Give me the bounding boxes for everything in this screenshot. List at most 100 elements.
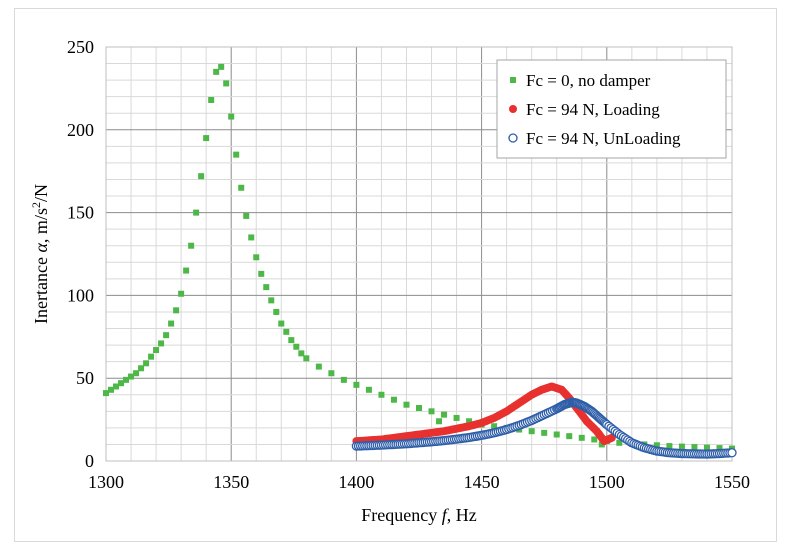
data-point [153, 347, 160, 354]
data-point [273, 308, 280, 315]
data-point [173, 307, 180, 314]
data-point [491, 423, 498, 430]
data-point [436, 418, 443, 425]
data-point [616, 439, 623, 446]
data-point [315, 363, 322, 370]
tick-labels: 1300 1350 1400 1450 1500 1550 0 50 100 150 200 250 [67, 37, 750, 492]
data-point [328, 370, 335, 377]
data-point [158, 340, 165, 347]
data-point [138, 365, 145, 372]
data-point [466, 418, 473, 425]
data-point [208, 96, 215, 103]
plot-border [105, 46, 733, 462]
legend-label: Fc = 94 N, UnLoading [526, 129, 681, 148]
x-axis-label: Frequency f, Hz [361, 505, 477, 525]
x-tick-label: 1400 [338, 472, 374, 492]
data-point [691, 444, 698, 451]
data-point [703, 444, 710, 451]
data-point [298, 350, 305, 357]
data-marks [103, 63, 737, 459]
data-point [203, 135, 210, 142]
data-point [118, 380, 125, 387]
legend-label: Fc = 0, no damper [526, 71, 651, 90]
y-tick-label: 150 [67, 203, 94, 223]
legend-marker [510, 77, 516, 83]
data-point [541, 429, 548, 436]
data-point [591, 436, 598, 443]
data-point [441, 411, 448, 418]
y-tick-label: 0 [85, 451, 94, 471]
x-tick-label: 1350 [213, 472, 249, 492]
data-point [253, 254, 260, 261]
data-point [378, 391, 385, 398]
data-point [128, 373, 135, 380]
data-point [243, 212, 250, 219]
data-point [193, 209, 200, 216]
inertance-chart: 1300 1350 1400 1450 1500 1550050100150200250 … [29, 37, 750, 525]
data-point [148, 353, 155, 360]
data-point [268, 297, 275, 304]
data-point [133, 370, 140, 377]
y-tick-label: 50 [76, 368, 94, 388]
data-point [103, 390, 109, 397]
data-point [353, 381, 360, 388]
data-point [303, 355, 310, 362]
data-point [365, 386, 372, 393]
y-tick-label: 250 [67, 37, 94, 57]
legend-marker [508, 133, 518, 143]
data-point [123, 376, 130, 383]
data-point [653, 442, 660, 449]
data-point [263, 284, 270, 291]
x-tick-label: 1500 [589, 472, 625, 492]
data-point [340, 376, 347, 383]
data-point [293, 343, 300, 350]
legend-box [496, 59, 727, 159]
data-point [727, 448, 737, 458]
data-point [716, 445, 723, 452]
data-point [390, 396, 397, 403]
data-point [178, 290, 185, 297]
x-tick-label: 1550 [714, 472, 750, 492]
data-point [528, 428, 535, 435]
data-point [213, 68, 220, 75]
data-point [666, 443, 673, 450]
data-point [188, 242, 195, 249]
data-point [238, 184, 245, 191]
data-point [108, 386, 115, 393]
data-point [288, 337, 295, 344]
data-point [553, 431, 560, 438]
y-axis-label: Inertance α, m/s2/N [29, 184, 51, 324]
data-point [168, 320, 175, 327]
data-point [416, 405, 422, 412]
data-point [228, 113, 235, 120]
data-point [403, 401, 410, 408]
y-tick-label: 100 [67, 285, 94, 305]
data-point [233, 151, 240, 158]
x-tick-label: 1450 [464, 472, 500, 492]
data-point [566, 433, 573, 440]
data-point [258, 270, 265, 277]
data-point [198, 173, 205, 180]
data-point [248, 234, 255, 241]
series-2 [352, 382, 616, 446]
data-point [218, 63, 225, 70]
chart-frame: 1300 1350 1400 1450 1500 1550 0 50 100 150 200 250 … [14, 8, 777, 542]
data-point [223, 80, 230, 87]
legend-label: Fc = 94 N, Loading [526, 100, 660, 119]
data-point [578, 434, 585, 441]
data-point [163, 332, 170, 339]
data-point [283, 328, 290, 335]
data-point [428, 408, 435, 415]
series-3 [351, 397, 737, 459]
legend: Fc = 0, no damper Fc = 94 N, Loading Fc = … [496, 59, 727, 159]
legend-marker [509, 105, 517, 113]
data-point [453, 414, 460, 421]
data-point [183, 267, 190, 274]
data-point [678, 443, 685, 450]
x-tick-label: 1300 [88, 472, 124, 492]
data-point [278, 320, 285, 327]
data-point [113, 383, 120, 390]
y-tick-label: 200 [67, 120, 94, 140]
data-point [143, 360, 150, 367]
data-point [598, 441, 605, 448]
